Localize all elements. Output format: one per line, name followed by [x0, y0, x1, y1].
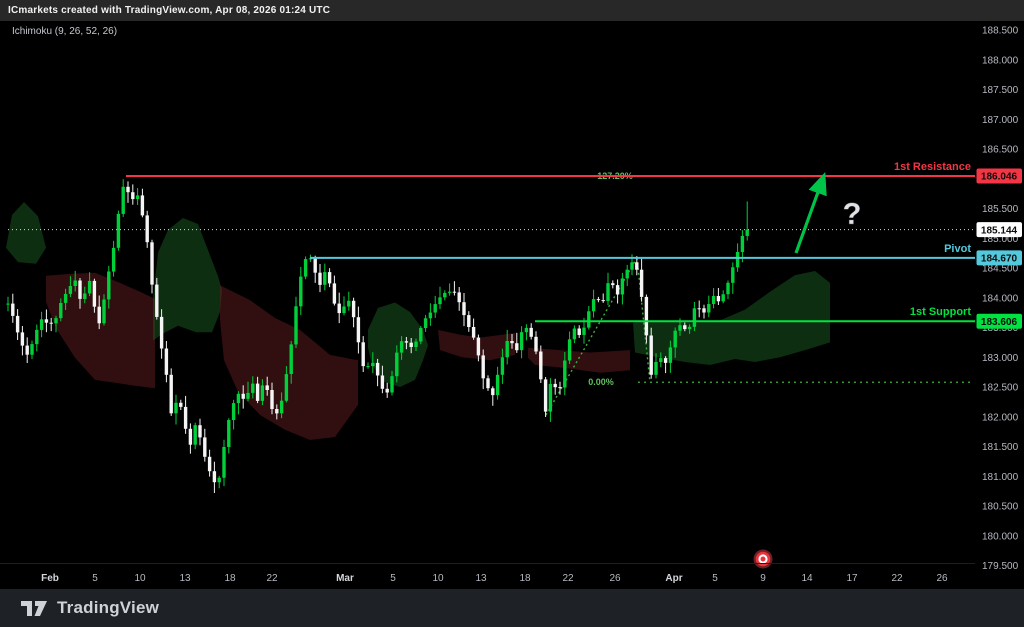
watermark-bar: ICmarkets created with TradingView.com, …: [0, 0, 1024, 21]
svg-text:185.144: 185.144: [981, 225, 1018, 236]
time-tick-label: 22: [562, 573, 574, 584]
time-tick-label: 18: [224, 573, 236, 584]
price-tick-label: 187.500: [982, 85, 1019, 96]
support-label: 1st Support: [910, 306, 971, 318]
pivot-label: Pivot: [944, 243, 971, 255]
price-tick-label: 181.500: [982, 442, 1019, 453]
price-tick-label: 185.000: [982, 234, 1019, 245]
time-tick-label: 22: [266, 573, 278, 584]
price-tick-label: 181.000: [982, 472, 1019, 483]
tradingview-logo-icon[interactable]: [20, 597, 48, 619]
time-tick-label: 10: [432, 573, 444, 584]
time-tick-label: 17: [846, 573, 858, 584]
svg-text:184.670: 184.670: [981, 254, 1018, 265]
fib-level-label: 0.00%: [588, 377, 614, 387]
time-tick-label: 14: [801, 573, 813, 584]
fib-extension-drawing[interactable]: 127.20%0.00%: [545, 171, 972, 416]
support-line[interactable]: 1st Support: [535, 306, 975, 323]
svg-text:183.606: 183.606: [981, 317, 1018, 328]
resistance-price-badge: 186.046: [976, 168, 1022, 184]
time-tick-label: 18: [519, 573, 531, 584]
pivot-price-badge: 184.670: [976, 250, 1022, 266]
last-price-price-badge: 185.144: [976, 222, 1022, 238]
ichimoku-cloud: [6, 202, 830, 440]
price-tick-label: 184.000: [982, 293, 1019, 304]
trend-arrow[interactable]: [794, 171, 827, 254]
svg-text:186.046: 186.046: [981, 172, 1018, 183]
time-tick-label: Mar: [336, 573, 354, 584]
price-tick-label: 182.000: [982, 412, 1019, 423]
time-axis[interactable]: Feb 5 10 13 18 22 Mar 5 10 13 18 22 26 Apr 5 9 14 17 22 26: [41, 573, 948, 584]
time-tick-label: 10: [134, 573, 146, 584]
time-tick-label: 26: [936, 573, 948, 584]
time-tick-label: 26: [609, 573, 621, 584]
watermark-text: ICmarkets created with TradingView.com, …: [8, 5, 331, 16]
footer-bar: TradingView: [0, 589, 1024, 627]
time-tick-label: Apr: [665, 573, 682, 584]
price-tick-label: 180.000: [982, 531, 1019, 542]
time-tick-label: 5: [92, 573, 98, 584]
price-tick-label: 187.000: [982, 115, 1019, 126]
time-tick-label: 22: [891, 573, 903, 584]
price-tick-label: 188.500: [982, 26, 1019, 37]
time-tick-label: 9: [760, 573, 766, 584]
time-tick-label: Feb: [41, 573, 59, 584]
price-tick-label: 183.000: [982, 353, 1019, 364]
tradingview-brand[interactable]: TradingView: [57, 598, 160, 617]
indicator-title[interactable]: Ichimoku (9, 26, 52, 26): [12, 26, 118, 37]
time-tick-label: 13: [475, 573, 487, 584]
time-tick-label: 5: [390, 573, 396, 584]
price-tick-label: 184.500: [982, 264, 1019, 275]
resistance-label: 1st Resistance: [894, 161, 971, 173]
support-price-badge: 183.606: [976, 313, 1022, 329]
time-tick-label: 5: [712, 573, 718, 584]
price-tick-label: 188.000: [982, 55, 1019, 66]
price-tick-label: 186.500: [982, 145, 1019, 156]
replay-marker-icon[interactable]: [753, 549, 773, 569]
price-tick-label: 185.500: [982, 204, 1019, 215]
price-tick-label: 182.500: [982, 383, 1019, 394]
question-mark-annotation[interactable]: ?: [842, 196, 862, 231]
resistance-line[interactable]: 1st Resistance: [126, 161, 975, 178]
candlestick-series: [6, 179, 749, 493]
price-tick-label: 180.500: [982, 502, 1019, 513]
price-tick-label: 179.500: [982, 561, 1019, 572]
time-tick-label: 13: [179, 573, 191, 584]
pivot-line[interactable]: Pivot: [310, 243, 975, 259]
